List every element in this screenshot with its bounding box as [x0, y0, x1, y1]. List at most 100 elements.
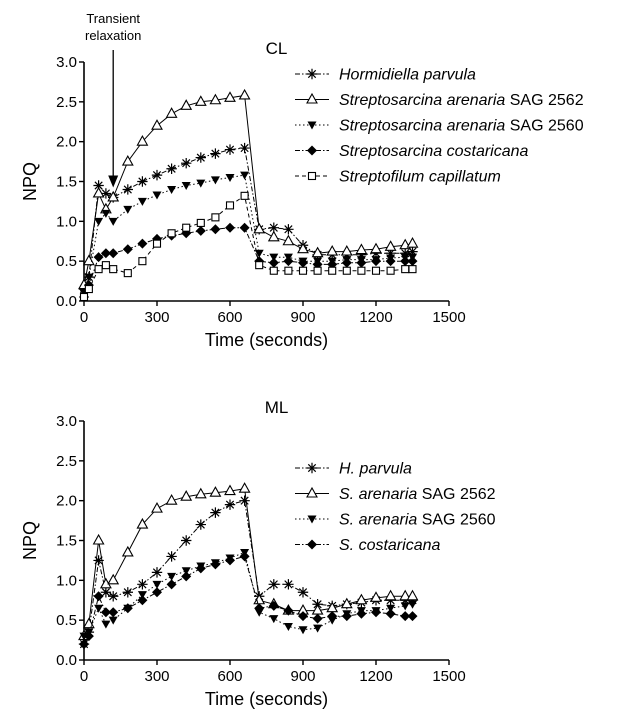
ml-data-point — [224, 484, 236, 496]
cl-x-tick-label: 900 — [290, 309, 315, 326]
cl-data-point — [225, 201, 235, 210]
cl-legend-label: Streptofilum capillatum — [339, 169, 501, 186]
ml-data-point — [400, 602, 410, 611]
cl-x-tick-label: 1500 — [432, 309, 465, 326]
cl-data-point — [108, 248, 119, 259]
cl-legend-entry: Streptosarcina arenaria SAG 2562 — [295, 92, 584, 109]
ml-data-point — [108, 607, 119, 618]
ml-data-point — [399, 589, 412, 601]
cl-data-point — [181, 157, 192, 169]
cl-data-point — [268, 257, 279, 268]
cl-data-point — [101, 209, 111, 218]
cl-data-point — [386, 266, 395, 275]
cl-data-point — [107, 190, 120, 202]
ml-y-tick-label: 1.0 — [56, 572, 77, 589]
ml-data-point — [93, 555, 104, 566]
ml-data-point — [93, 591, 104, 602]
cl-data-point — [123, 269, 132, 278]
ml-data-point — [165, 494, 178, 505]
ml-legend-label: S. arenaria SAG 2560 — [339, 512, 496, 529]
ml-data-point — [254, 603, 265, 614]
cl-data-point — [407, 256, 418, 267]
ml-series-4 — [79, 551, 418, 650]
cl-data-point — [84, 284, 93, 294]
ml-data-point — [122, 603, 133, 614]
cl-legend-label: Streptosarcina arenaria SAG 2560 — [339, 118, 584, 135]
cl-series-line — [83, 194, 413, 298]
ml-y-tick-label: 0.5 — [56, 612, 77, 629]
cl-data-point — [356, 257, 367, 268]
cl-data-point — [408, 265, 417, 274]
cl-y-tick-label: 0.5 — [56, 253, 77, 270]
cl-data-point — [182, 223, 191, 232]
cl-data-point — [84, 273, 94, 282]
ml-data-point — [107, 573, 120, 585]
cl-data-point — [283, 256, 294, 267]
ml-legend-entry: S. arenaria SAG 2560 — [295, 512, 496, 529]
cl-y-tick-label: 0.0 — [56, 293, 77, 310]
cl-data-point — [210, 148, 221, 159]
cl-data-point — [122, 184, 133, 195]
ml-data-point — [108, 616, 118, 625]
ml-legend-marker — [306, 462, 318, 474]
ml-data-point — [298, 626, 308, 635]
cl-data-point — [267, 230, 280, 242]
cl-data-point — [210, 224, 221, 235]
cl-data-point — [224, 91, 236, 102]
ml-x-tick-label: 1200 — [359, 668, 392, 685]
cl-legend-marker — [307, 145, 317, 156]
ml-data-point — [341, 611, 352, 622]
ml-data-point — [356, 608, 367, 619]
ml-data-point — [194, 487, 207, 499]
cl-data-point — [238, 88, 251, 100]
cl-data-point — [196, 218, 205, 227]
ml-x-tick-label: 300 — [144, 668, 169, 685]
cl-data-point — [209, 93, 222, 105]
cl-data-point — [401, 265, 410, 274]
cl-data-point — [136, 135, 149, 146]
ml-data-point — [297, 587, 309, 598]
ml-data-point — [151, 567, 163, 578]
cl-data-point — [93, 252, 104, 263]
cl-data-point — [137, 238, 148, 249]
ml-data-point — [167, 572, 177, 581]
cl-legend-entry: Streptosarcina costaricana — [295, 143, 529, 160]
cl-data-point — [254, 249, 264, 258]
cl-annotation: Transient relaxation — [85, 11, 141, 188]
cl-data-point — [371, 266, 381, 275]
ml-data-point — [313, 624, 323, 633]
ml-data-point — [340, 597, 353, 609]
cl-data-point — [167, 229, 176, 238]
cl-data-point — [94, 265, 103, 274]
cl-data-point — [385, 256, 396, 267]
cl-data-point — [297, 242, 309, 254]
cl-data-point — [370, 242, 382, 254]
cl-data-point — [138, 257, 147, 266]
ml-legend-entry: S. costaricana — [295, 537, 440, 554]
cl-legend-entry: Hormidiella parvula — [295, 67, 476, 84]
cl-data-point — [224, 144, 236, 155]
ml-data-point — [283, 579, 294, 590]
ml-data-point — [408, 600, 417, 609]
ml-x-tick-label: 900 — [290, 668, 315, 685]
ml-data-point — [181, 535, 192, 546]
ml-data-point — [269, 615, 279, 624]
ml-x-tick-label: 1500 — [432, 668, 465, 685]
ml-data-point — [152, 580, 162, 589]
ml-legend-label: H. parvula — [339, 461, 412, 478]
cl-data-point — [313, 266, 322, 275]
cl-annotation-text: Transient — [86, 11, 140, 26]
cl-data-point — [100, 248, 111, 259]
ml-data-point — [209, 486, 222, 497]
cl-data-point — [282, 234, 295, 246]
cl-x-tick-label: 600 — [217, 309, 242, 326]
cl-data-point — [181, 181, 191, 190]
cl-data-point — [400, 248, 411, 259]
ml-legend-label: S. costaricana — [339, 537, 440, 554]
cl-data-point — [400, 256, 411, 267]
cl-y-tick-label: 1.0 — [56, 213, 77, 230]
ml-y-tick-label: 2.0 — [56, 493, 77, 510]
cl-data-point — [340, 244, 353, 256]
ml-series-line — [83, 551, 413, 637]
